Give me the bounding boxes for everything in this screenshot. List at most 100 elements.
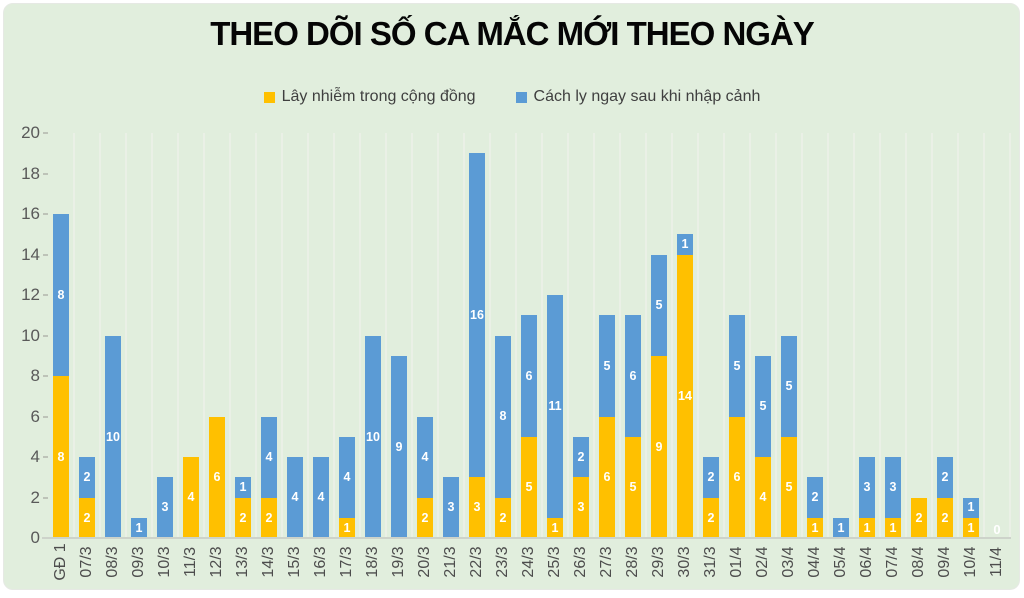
bar-segment-community: 9 xyxy=(651,355,667,538)
bar-value-label: 9 xyxy=(395,439,403,454)
bar-value-label: 2 xyxy=(265,510,273,525)
bar-segment-quarantine: 2 xyxy=(937,457,953,498)
gridline xyxy=(203,133,205,538)
y-axis-tick xyxy=(43,132,48,134)
legend-item-community: Lây nhiễm trong cộng đồng xyxy=(263,88,476,106)
bar-value-label: 1 xyxy=(551,520,559,535)
x-axis-label: 17/3 xyxy=(338,546,355,578)
x-axis-label: 24/3 xyxy=(520,546,537,578)
gridline xyxy=(827,133,829,538)
gridline xyxy=(801,133,803,538)
x-axis-label: 25/3 xyxy=(546,546,563,578)
bar-segment-quarantine: 10 xyxy=(105,335,121,538)
bar-value-label: 14 xyxy=(678,389,692,403)
gridline xyxy=(931,133,933,538)
bar-value-label: 5 xyxy=(733,358,741,373)
x-axis-label: 11/3 xyxy=(182,547,199,577)
bar-value-label: 1 xyxy=(135,520,143,535)
y-axis-label: 6 xyxy=(30,406,40,426)
x-axis-label: 05/4 xyxy=(832,546,849,578)
bar-value-label: 5 xyxy=(785,480,793,495)
bar-value-label: 6 xyxy=(733,470,741,484)
bar-segment-quarantine: 5 xyxy=(599,315,615,417)
x-axis-label: 22/3 xyxy=(468,546,485,578)
bar-segment-quarantine: 3 xyxy=(157,477,173,538)
gridline xyxy=(125,133,127,538)
x-axis-label: 20/3 xyxy=(416,546,433,578)
bar-value-label: 8 xyxy=(57,449,65,464)
bar-segment-quarantine: 2 xyxy=(807,477,823,518)
bar-value-label: 5 xyxy=(655,297,663,312)
bar-segment-quarantine: 3 xyxy=(885,457,901,518)
bar-value-label: 3 xyxy=(473,500,481,515)
bar-value-label: 4 xyxy=(421,449,429,464)
gridline xyxy=(151,133,153,538)
x-axis-label: 06/4 xyxy=(858,546,875,578)
gridline xyxy=(645,133,647,538)
bar-value-label: 2 xyxy=(707,510,715,525)
bar-segment-community: 1 xyxy=(963,517,979,538)
bar-segment-community: 2 xyxy=(911,497,927,538)
bar-value-label: 1 xyxy=(811,520,819,535)
bar-segment-quarantine: 9 xyxy=(391,355,407,538)
gridline xyxy=(879,133,881,538)
gridline xyxy=(1009,133,1011,538)
x-axis-label: 02/4 xyxy=(754,546,771,578)
y-axis-label: 20 xyxy=(21,123,40,142)
plot-area: 8 8 2 2 10 1 3 4 6 2 1 2 4 4 4 1 4 10 9 2 4 3 3 16 2 8 5 6 1 11 3 2 6 5 5 6… xyxy=(48,133,1011,538)
y-axis-tick xyxy=(43,172,48,175)
bar-value-label: 2 xyxy=(941,470,949,484)
bar-value-label: 4 xyxy=(759,490,767,505)
bar-segment-quarantine: 1 xyxy=(235,477,251,498)
bar-value-label: 6 xyxy=(629,368,637,383)
bar-value-label: 4 xyxy=(343,470,351,484)
bar-value-label: 1 xyxy=(863,520,871,535)
bar-value-label: 1 xyxy=(239,480,247,495)
bar-zero-label: 0 xyxy=(993,521,1001,537)
bar-segment-quarantine: 2 xyxy=(573,436,589,478)
x-axis-label: 11/4 xyxy=(988,547,1005,577)
y-axis-label: 2 xyxy=(30,487,40,507)
bar-segment-community: 4 xyxy=(183,457,199,538)
gridline xyxy=(385,133,387,538)
x-axis-label: 08/4 xyxy=(910,546,927,578)
bar-value-label: 3 xyxy=(863,480,871,495)
bar-segment-quarantine: 8 xyxy=(495,335,511,498)
y-axis-label: 12 xyxy=(21,285,40,304)
x-axis-label: 30/3 xyxy=(676,546,693,578)
bar-segment-quarantine: 16 xyxy=(469,153,485,478)
x-axis-label: 21/3 xyxy=(442,546,459,578)
bar-value-label: 3 xyxy=(447,500,455,515)
bar-value-label: 2 xyxy=(421,510,429,525)
y-axis-label: 10 xyxy=(21,325,40,345)
bar-segment-community: 6 xyxy=(729,416,745,538)
bar-value-label: 2 xyxy=(239,510,247,525)
gridline xyxy=(619,133,621,538)
bar-segment-quarantine: 11 xyxy=(547,295,563,518)
bar-segment-quarantine: 1 xyxy=(963,497,979,518)
bar-segment-quarantine: 5 xyxy=(729,315,745,417)
x-axis-label: 26/3 xyxy=(572,546,589,578)
y-axis-tick xyxy=(43,415,48,418)
bar-segment-quarantine: 6 xyxy=(625,315,641,437)
bar-segment-community: 5 xyxy=(781,436,797,538)
x-axis-label: 09/3 xyxy=(130,546,147,578)
x-axis-label: 27/3 xyxy=(598,546,615,578)
bar-value-label: 4 xyxy=(187,490,195,505)
bar-value-label: 3 xyxy=(889,480,897,495)
bar-segment-quarantine: 4 xyxy=(313,457,329,538)
bar-segment-community: 8 xyxy=(53,376,69,538)
gridline xyxy=(489,133,491,538)
x-axis-label: 18/3 xyxy=(364,546,381,578)
bar-value-label: 5 xyxy=(759,399,767,414)
gridline xyxy=(411,133,413,538)
x-axis-label: 31/3 xyxy=(702,546,719,578)
y-axis-tick xyxy=(43,334,48,337)
bar-segment-community: 2 xyxy=(79,497,95,538)
bar-segment-quarantine: 4 xyxy=(287,457,303,538)
bar-value-label: 4 xyxy=(291,490,299,505)
bar-value-label: 2 xyxy=(83,510,91,525)
x-axis-label: 07/3 xyxy=(78,546,95,578)
gridline xyxy=(281,133,283,538)
bar-segment-quarantine: 6 xyxy=(521,315,537,437)
